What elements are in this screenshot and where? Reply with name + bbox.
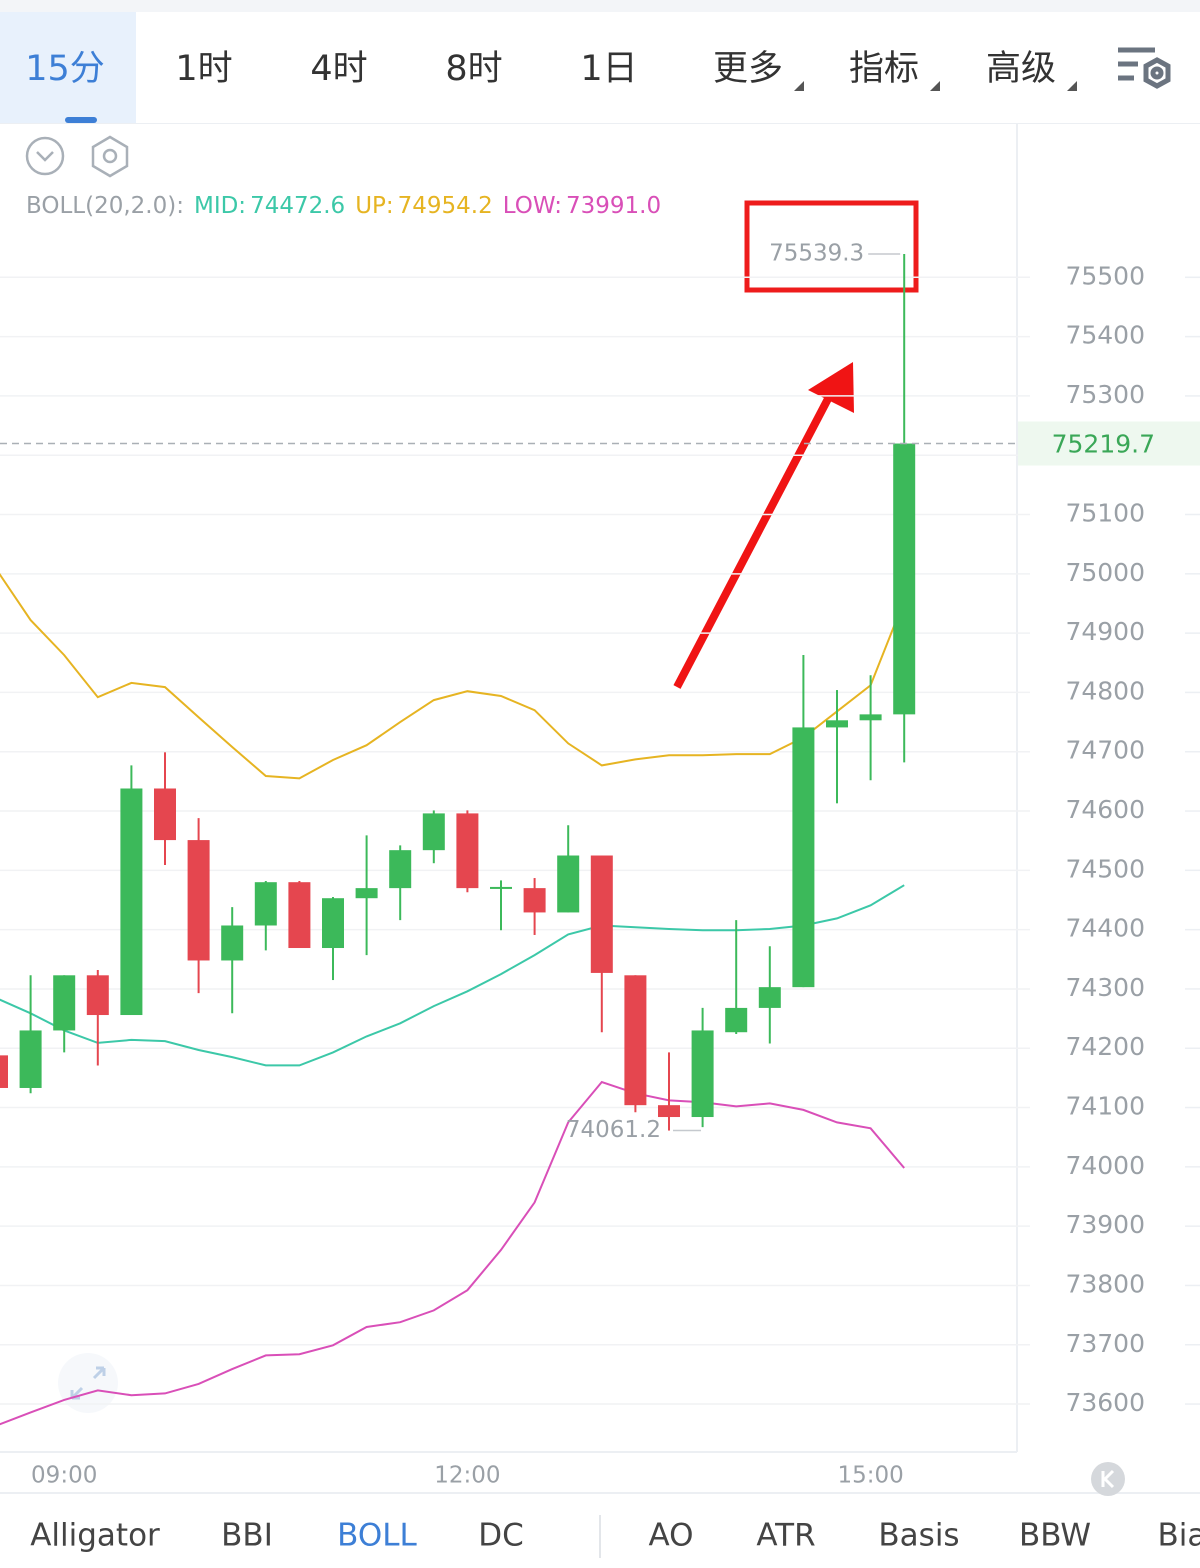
candle-body (221, 925, 244, 961)
candle-body (758, 987, 781, 1008)
timeframe-tab[interactable]: 15分 (25, 49, 105, 89)
settings-icon[interactable] (1118, 47, 1171, 89)
timeframe-tab[interactable]: 1时 (175, 49, 232, 89)
x-tick-label: 12:00 (434, 1463, 500, 1489)
x-tick-label: 09:00 (31, 1463, 97, 1489)
dropdown-mark (930, 81, 940, 91)
dropdown-mark (1067, 81, 1077, 91)
candle-body (422, 813, 445, 851)
y-tick-label: 73800 (1065, 1269, 1145, 1298)
indicator-tab[interactable]: BOLL (337, 1518, 417, 1554)
indicator-tab[interactable]: Bias (1157, 1518, 1200, 1554)
y-tick-label: 74100 (1065, 1092, 1145, 1121)
legend-name: UP: (355, 193, 393, 219)
y-tick-label: 75300 (1065, 380, 1145, 409)
boll-line (0, 884, 905, 1067)
candle-body (19, 1030, 42, 1088)
indicator-tab[interactable]: Basis (878, 1518, 959, 1554)
boll-line (0, 1080, 905, 1426)
candle-body (120, 788, 143, 1016)
x-tick-label: 15:00 (837, 1463, 903, 1489)
candle-body (288, 882, 311, 949)
last-price-label: 75219.7 (1052, 430, 1155, 459)
candle-body (154, 788, 176, 841)
y-tick-label: 74000 (1065, 1151, 1145, 1180)
timeframe-tab[interactable]: 高级 (986, 49, 1056, 89)
plot-area (0, 253, 916, 1426)
timeframe-tab[interactable]: 1日 (580, 49, 637, 89)
timeframe-tab[interactable]: 8时 (445, 49, 502, 89)
boll-line (0, 572, 906, 780)
indicator-tab[interactable]: BBI (221, 1518, 273, 1554)
indicator-legend: BOLL(20,2.0): MID: 74472.6 UP: 74954.2 LOW: 73… (26, 193, 661, 219)
candle-body (725, 1007, 748, 1033)
y-tick-label: 73900 (1065, 1210, 1145, 1239)
y-tick-label: 75100 (1065, 499, 1145, 528)
tab-bar-border (0, 123, 1200, 124)
candle-body (322, 898, 344, 949)
candle-body (490, 886, 512, 889)
highlight-box (744, 200, 919, 293)
candle-body (658, 1105, 680, 1118)
candle-body (254, 882, 277, 926)
candle-body (523, 888, 546, 913)
candle-body (557, 855, 580, 913)
indicator-tab[interactable]: ATR (756, 1518, 815, 1554)
dropdown-mark (794, 81, 804, 91)
indicator-tab[interactable]: BBW (1019, 1518, 1091, 1554)
timeframe-tab[interactable]: 指标 (849, 49, 919, 89)
indicator-tabs: Alligator BBI BOLL DC AO ATR Basis BBW Bias (30, 1518, 1200, 1554)
last-price-bg (1018, 421, 1200, 466)
y-tick-label: 74400 (1065, 914, 1145, 943)
candle-body (53, 975, 76, 1031)
legend-value: 73991.0 (566, 193, 661, 219)
y-tick-label: 74500 (1065, 854, 1145, 883)
candle-body (792, 727, 815, 988)
candle-body (859, 714, 882, 721)
candle-body (691, 1030, 714, 1118)
y-tick-label: 75500 (1065, 261, 1145, 290)
y-tick-label: 75400 (1065, 321, 1145, 350)
candle-body (187, 840, 210, 961)
legend-name: MID: (194, 193, 246, 219)
indicator-tab[interactable]: Alligator (30, 1518, 160, 1554)
y-tick-label: 73700 (1065, 1329, 1145, 1358)
y-tick-label: 73600 (1065, 1388, 1145, 1417)
indicator-tab[interactable]: DC (478, 1518, 524, 1554)
indicator-label: BOLL(20,2.0): (26, 193, 184, 219)
candle-body (893, 443, 916, 715)
y-tick-label: 75000 (1065, 558, 1145, 587)
candle-body (590, 855, 613, 973)
y-tick-label: 74600 (1065, 795, 1145, 824)
legend-name: LOW: (503, 193, 562, 219)
timeframe-tab[interactable]: 4时 (310, 49, 367, 89)
legend-value: 74954.2 (398, 193, 493, 219)
active-tab-bg (0, 12, 136, 123)
y-tick-label: 74200 (1065, 1032, 1145, 1061)
low-label: 74061.2 (566, 1117, 661, 1143)
high-label: 75539.3 (769, 240, 864, 266)
candle-body (624, 975, 647, 1106)
status-strip (0, 0, 1200, 12)
candle-body (456, 813, 479, 889)
y-tick-label: 74700 (1065, 736, 1145, 765)
candle-body (389, 850, 412, 889)
indicator-tab[interactable]: AO (648, 1518, 693, 1554)
candle-body (0, 1055, 8, 1088)
y-tick-label: 74900 (1065, 617, 1145, 646)
scroll-to-end-button[interactable] (1091, 1462, 1125, 1496)
candle-body (86, 975, 109, 1016)
collapse-icon[interactable] (25, 136, 65, 176)
settings-hex-icon[interactable] (91, 135, 129, 178)
legend-value: 74472.6 (250, 193, 345, 219)
candle-body (826, 720, 848, 728)
timeframe-tab[interactable]: 更多 (713, 49, 783, 89)
y-tick-label: 74800 (1065, 676, 1145, 705)
highlight-arrow (673, 362, 854, 689)
y-tick-label: 74300 (1065, 973, 1145, 1002)
active-tab-underline (65, 117, 97, 123)
candle-body (355, 888, 378, 899)
